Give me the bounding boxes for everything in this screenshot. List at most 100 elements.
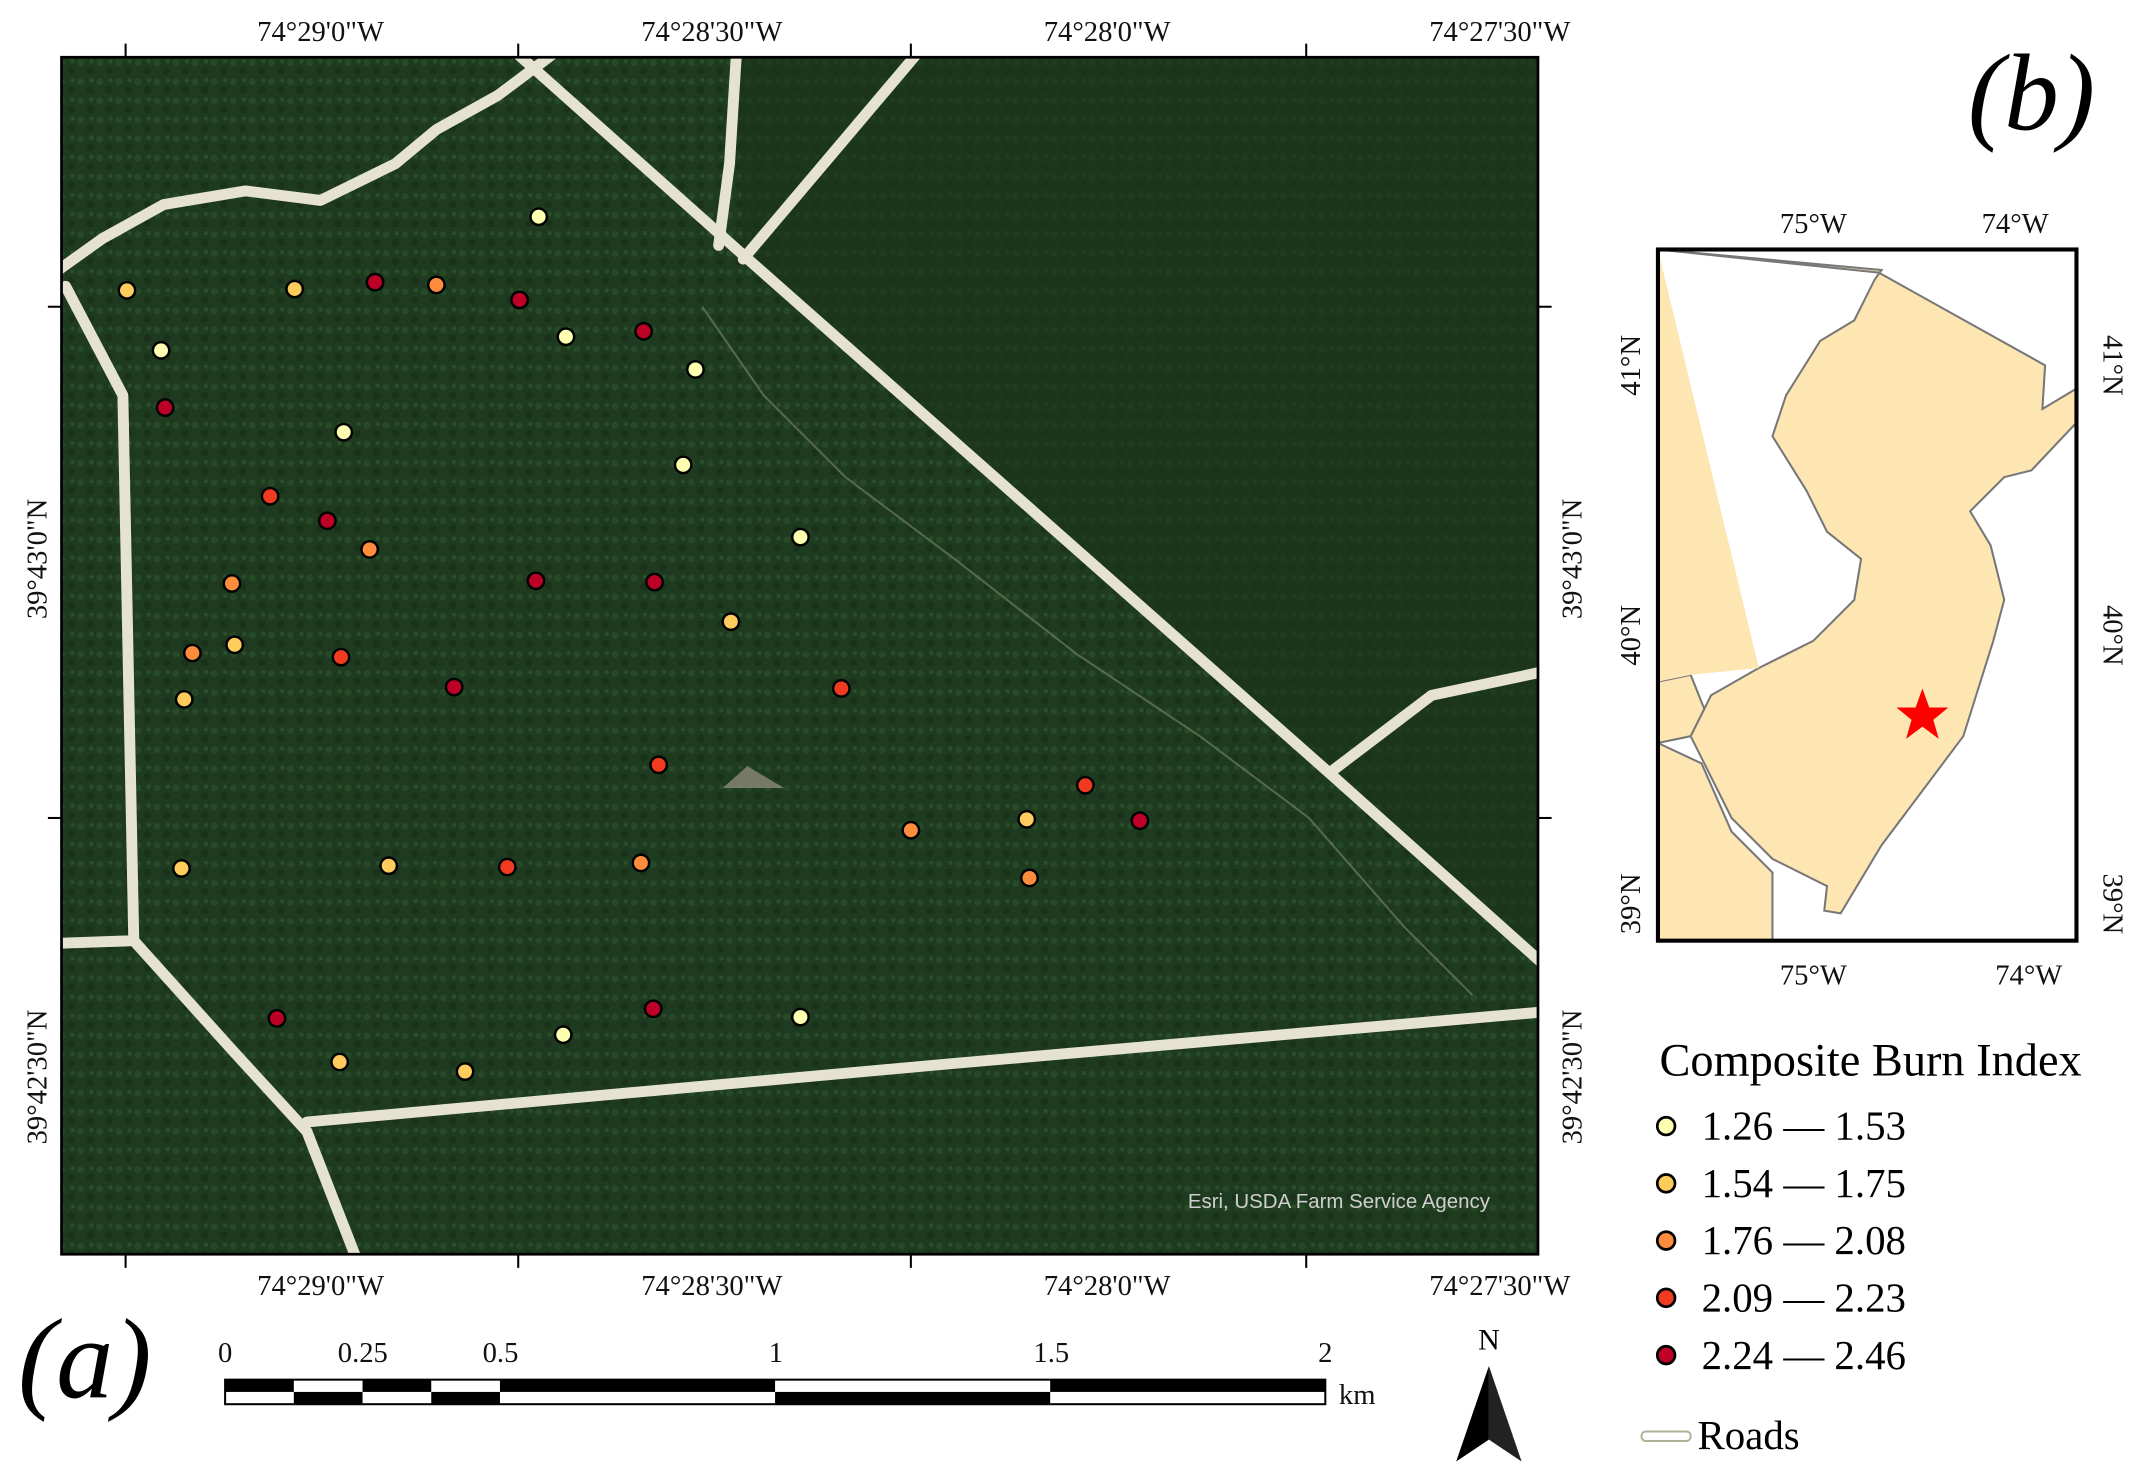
sample-point <box>1017 809 1037 829</box>
inset-latitude-label: 41°N <box>2097 335 2129 396</box>
legend-label: 1.76 — 2.08 <box>1702 1218 1906 1263</box>
legend-swatch <box>1655 1287 1677 1309</box>
scale-bar: 0 0.25 0.5 1 1.5 2 <box>218 1337 1332 1406</box>
scale-label: 0 <box>218 1337 232 1369</box>
legend-title: Composite Burn Index <box>1660 1036 2082 1087</box>
latitude-label: 39°43'0"N <box>22 499 54 619</box>
sample-point <box>225 635 245 655</box>
sample-point <box>643 999 663 1019</box>
legend-swatch <box>1655 1344 1677 1366</box>
sample-point <box>334 422 354 442</box>
scale-label: 1 <box>769 1337 783 1369</box>
legend-swatch <box>1655 1230 1677 1251</box>
sample-point <box>645 572 664 592</box>
latitude-label: 39°42'30"N <box>22 1010 54 1145</box>
inset-labels: 75°W 75°W 74°W 74°W 41°N 41°N 40°N 40°N 39°N 39°N <box>1615 208 2129 991</box>
sample-point <box>510 290 529 310</box>
sample-point <box>649 755 669 775</box>
scale-label: 0.25 <box>338 1337 388 1369</box>
imagery: Esri, USDA Farm Service Agency <box>61 57 1538 1255</box>
sample-point <box>174 689 194 709</box>
inset-longitude-label: 75°W <box>1780 208 1847 240</box>
sample-point <box>331 647 351 667</box>
sample-point <box>182 643 202 663</box>
longitude-label: 74°27'30"W <box>1429 1270 1570 1302</box>
sample-point <box>791 527 810 547</box>
scale-unit: km <box>1339 1379 1376 1411</box>
legend-label: 1.54 — 1.75 <box>1702 1161 1906 1206</box>
sample-point <box>556 327 576 347</box>
north-arrow <box>1456 1366 1489 1462</box>
inset-latitude-label: 40°N <box>2097 605 2129 666</box>
inset-latitude-label: 39°N <box>2097 874 2129 935</box>
attribution: Esri, USDA Farm Service Agency <box>1188 1190 1491 1213</box>
sample-point <box>1130 811 1150 831</box>
legend-label: 2.09 — 2.23 <box>1702 1275 1906 1320</box>
inset-longitude-label: 75°W <box>1780 959 1847 991</box>
roads-symbol <box>1640 1430 1692 1443</box>
latitude-label: 39°42'30"N <box>1557 1010 1589 1145</box>
sample-point <box>117 280 137 300</box>
sample-point <box>379 856 399 876</box>
sample-point <box>444 677 464 697</box>
longitude-label: 74°29'0"W <box>257 16 384 48</box>
sample-point <box>791 1007 810 1027</box>
scale-label: 2 <box>1318 1337 1332 1369</box>
latitude-labels: 39°43'0"N 39°43'0"N 39°42'30"N 39°42'30"N <box>22 499 1589 1145</box>
longitude-label: 74°28'0"W <box>1044 1270 1171 1302</box>
longitude-label: 74°28'30"W <box>641 1270 782 1302</box>
sample-point <box>631 853 651 873</box>
panel-label: (b) <box>1968 33 2095 154</box>
longitude-label: 74°28'0"W <box>1044 16 1171 48</box>
longitude-label: 74°28'30"W <box>641 16 782 48</box>
sample-point <box>260 486 280 506</box>
sample-point <box>1020 868 1039 888</box>
legend-label: 1.26 — 1.53 <box>1702 1104 1906 1149</box>
legend-label: Roads <box>1697 1413 1799 1458</box>
sample-point <box>365 272 385 292</box>
sample-point <box>360 540 380 559</box>
longitude-label: 74°27'30"W <box>1429 16 1570 48</box>
inset-latitude-label: 39°N <box>1615 874 1647 935</box>
inset-latitude-label: 40°N <box>1615 605 1647 666</box>
legend-label: 2.24 — 2.46 <box>1702 1333 1906 1378</box>
site-star <box>1896 688 1949 739</box>
sample-point <box>285 279 305 299</box>
inset-latitude-label: 41°N <box>1615 335 1647 396</box>
legend-swatch <box>1655 1115 1677 1137</box>
sample-point <box>267 1008 287 1028</box>
sample-point <box>634 321 654 341</box>
sample-point <box>1075 775 1095 795</box>
scale-label: 0.5 <box>483 1337 519 1369</box>
sample-point <box>526 571 546 591</box>
sample-point <box>427 275 446 295</box>
sample-point <box>721 612 741 632</box>
panel-label: (a) <box>18 1295 152 1422</box>
graticule-ticks <box>47 43 1552 1268</box>
roads <box>61 57 1538 1255</box>
sample-point <box>317 511 337 531</box>
sample-point <box>831 679 851 698</box>
longitude-labels: 74°29'0"W 74°29'0"W 74°28'30"W 74°28'30"W 74… <box>257 16 1570 1302</box>
latitude-label: 39°43'0"N <box>1557 499 1589 619</box>
sample-point <box>553 1025 573 1045</box>
inset-frame <box>1655 247 2079 943</box>
sample-point <box>529 207 549 227</box>
inset-longitude-label: 74°W <box>1982 208 2049 240</box>
longitude-label: 74°29'0"W <box>257 1270 384 1302</box>
inset-map <box>1657 249 2077 941</box>
sample-point <box>686 360 705 379</box>
sample-point <box>222 574 242 593</box>
legend: 1.26 — 1.53 1.54 — 1.75 1.76 — 2.08 2.09 — … <box>1655 1104 1906 1378</box>
sample-point <box>151 340 171 360</box>
map-frame <box>60 55 1540 1256</box>
sample-point <box>330 1052 350 1072</box>
inset-longitude-label: 74°W <box>1995 959 2062 991</box>
sample-points <box>117 207 1150 1081</box>
sample-point <box>172 859 191 878</box>
sample-point <box>901 820 921 840</box>
sample-point <box>497 857 517 877</box>
north-arrow <box>1488 1366 1522 1462</box>
